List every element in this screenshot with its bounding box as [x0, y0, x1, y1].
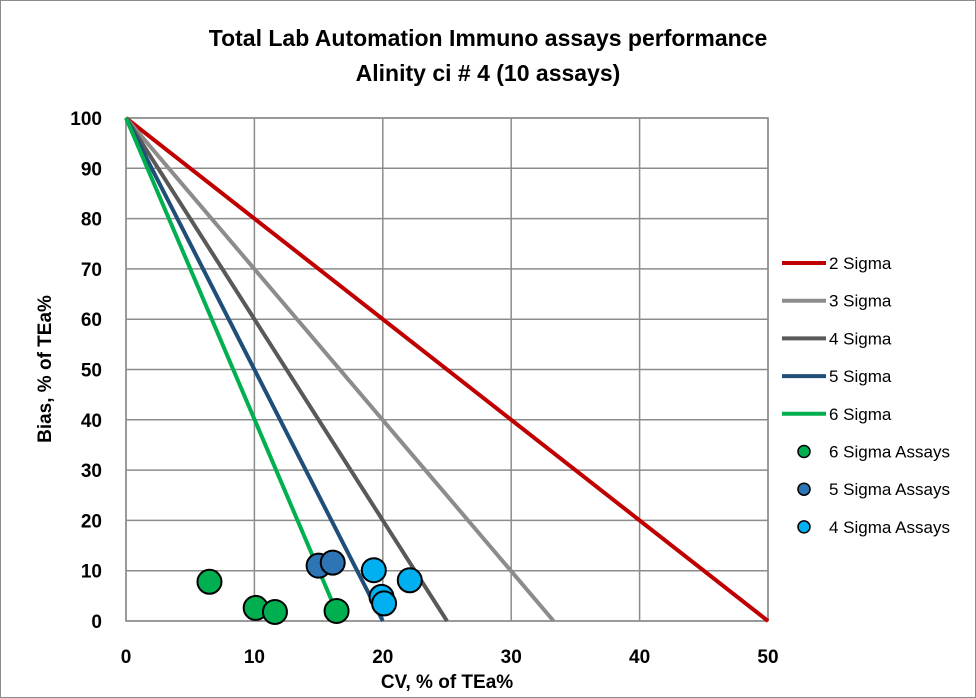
legend-marker	[797, 482, 811, 496]
legend-label: 3 Sigma	[829, 292, 892, 311]
x-tick-label: 30	[501, 647, 522, 668]
assay-point-6-sigma-assays	[196, 568, 223, 595]
x-axis-label: CV, % of TEa%	[381, 672, 513, 693]
x-tick-label: 20	[372, 647, 393, 668]
sigma-line-2-sigma	[124, 116, 770, 623]
legend-label: 2 Sigma	[829, 254, 892, 273]
assay-point-4-sigma-assays	[371, 590, 398, 617]
y-tick-labels: 0 10 20 30 40 50 60 70 80 90 100	[70, 109, 102, 633]
y-tick-label: 60	[81, 310, 102, 331]
legend-label: 5 Sigma Assays	[829, 480, 950, 499]
assay-point-4-sigma-assays	[360, 557, 387, 584]
y-tick-label: 80	[81, 210, 102, 231]
sigma-line-6-sigma	[124, 117, 343, 622]
legend: 2 Sigma 3 Sigma 4 Sigma 5 Sigma 6 Sigma 6 Sig…	[782, 254, 950, 537]
legend-label: 5 Sigma	[829, 367, 892, 386]
assay-points	[196, 549, 423, 625]
y-tick-label: 90	[81, 159, 102, 180]
y-axis-label: Bias, % of TEa%	[35, 295, 56, 443]
chart-subtitle: Alinity ci # 4 (10 assays)	[356, 60, 621, 86]
y-tick-label: 0	[91, 612, 102, 633]
x-tick-label: 40	[629, 647, 650, 668]
y-tick-label: 100	[70, 109, 102, 130]
assay-point-6-sigma-assays	[261, 598, 288, 625]
legend-label: 4 Sigma	[829, 329, 892, 348]
y-tick-label: 70	[81, 260, 102, 281]
legend-marker	[797, 520, 811, 534]
y-tick-label: 50	[81, 361, 102, 382]
assay-point-6-sigma-assays	[323, 597, 350, 624]
y-tick-label: 10	[81, 562, 102, 583]
x-tick-labels: 0 10 20 30 40 50	[121, 647, 779, 668]
legend-label: 4 Sigma Assays	[829, 518, 950, 537]
x-tick-label: 0	[121, 647, 132, 668]
sigma-line-4-sigma	[124, 116, 449, 623]
y-tick-label: 30	[81, 461, 102, 482]
legend-label: 6 Sigma	[829, 405, 892, 424]
y-tick-label: 40	[81, 411, 102, 432]
sigma-line-3-sigma	[124, 116, 556, 623]
legend-label: 6 Sigma Assays	[829, 443, 950, 462]
y-tick-label: 20	[81, 511, 102, 532]
sigma-lines	[124, 116, 770, 623]
x-tick-label: 50	[757, 647, 778, 668]
legend-marker	[797, 444, 811, 459]
x-tick-label: 10	[244, 647, 265, 668]
assay-point-5-sigma-assays	[319, 549, 346, 576]
chart-title: Total Lab Automation Immuno assays perfo…	[209, 25, 768, 51]
assay-point-4-sigma-assays	[396, 567, 423, 594]
sigma-line-5-sigma	[124, 117, 385, 622]
